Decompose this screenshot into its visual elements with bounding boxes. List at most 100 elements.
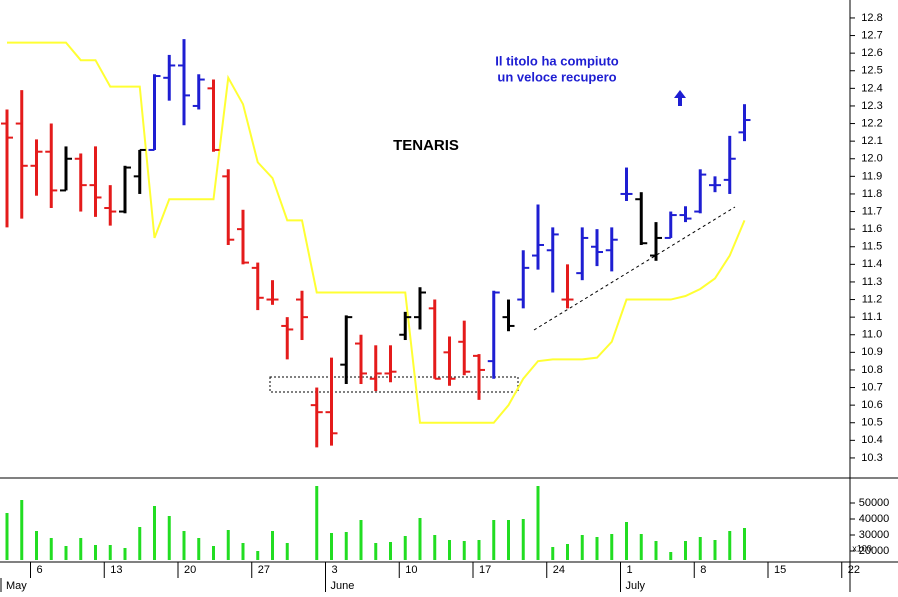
- y-tick-label: 11.1: [862, 311, 883, 323]
- volume-bar: [20, 500, 24, 560]
- volume-bar: [344, 532, 348, 560]
- volume-bar: [389, 542, 392, 560]
- support-box: [269, 376, 519, 393]
- y-tick-label: 10.6: [861, 399, 882, 411]
- volume-bar: [374, 543, 378, 560]
- y-tick-label: 11.7: [862, 205, 883, 217]
- x-tick-label: 1: [627, 564, 633, 576]
- volume-bar: [580, 535, 584, 560]
- x-tick-label: 24: [553, 564, 565, 576]
- y-tick-label: 10.5: [861, 417, 882, 429]
- y-tick-label: 12.3: [861, 100, 882, 112]
- month-label: May: [6, 580, 27, 592]
- y-tick-label: 12.0: [861, 153, 882, 165]
- volume-bar: [669, 552, 673, 560]
- volume-bar: [108, 545, 112, 560]
- volume-bar: [49, 538, 53, 560]
- volume-bar: [433, 535, 437, 560]
- y-tick-label: 12.4: [861, 82, 882, 94]
- x-tick-label: 3: [332, 564, 338, 576]
- y-tick-label: 11.3: [862, 276, 883, 288]
- volume-bar: [285, 543, 289, 560]
- y-tick-label: 11.9: [862, 170, 883, 182]
- annotation: un veloce recupero: [497, 69, 616, 84]
- volume-bar: [743, 528, 746, 560]
- indicator-line: [7, 41, 746, 424]
- volume-bar: [79, 538, 83, 560]
- y-tick-label: 12.5: [861, 65, 882, 77]
- volume-bar: [64, 546, 68, 560]
- annotation: Il titolo ha compiuto: [495, 53, 619, 68]
- volume-bar: [610, 534, 614, 560]
- x-tick-label: 13: [110, 564, 122, 576]
- y-tick-label: 10.3: [861, 452, 882, 464]
- volume-bar: [595, 537, 599, 560]
- up-arrow: [674, 90, 686, 106]
- volume-bar: [521, 519, 525, 560]
- y-tick-label: 10.9: [861, 346, 882, 358]
- x-tick-label: 6: [37, 564, 43, 576]
- y-tick-label: 50000: [859, 497, 890, 509]
- chart-title: TENARIS: [393, 137, 459, 154]
- volume-bar: [639, 534, 643, 560]
- volume-bar: [123, 548, 127, 560]
- volume-bar: [462, 541, 466, 560]
- y-tick-label: 11.2: [862, 293, 883, 305]
- y-tick-label: 12.8: [861, 12, 882, 24]
- volume-bar: [477, 540, 481, 560]
- x-tick-label: 17: [479, 564, 491, 576]
- y-tick-label: 12.2: [861, 117, 882, 129]
- volume-bar: [5, 513, 9, 560]
- volume-bar: [654, 541, 658, 560]
- y-tick-label: 11.8: [862, 188, 883, 200]
- volume-bar: [448, 540, 451, 560]
- volume-bar: [566, 544, 569, 560]
- month-label: July: [626, 580, 646, 592]
- y-tick-label: 30000: [859, 529, 890, 541]
- volume-bar: [403, 536, 407, 560]
- x-tick-label: 20: [184, 564, 196, 576]
- volume-bar: [418, 518, 422, 560]
- volume-bar: [330, 533, 333, 560]
- volume-bar: [492, 520, 496, 560]
- volume-bar: [226, 530, 230, 560]
- volume-bar: [35, 531, 38, 560]
- x-tick-label: 10: [405, 564, 417, 576]
- volume-bar: [241, 543, 245, 560]
- volume-bar: [212, 546, 215, 560]
- y-tick-label: 11.6: [862, 223, 883, 235]
- month-label: June: [331, 580, 355, 592]
- volume-bar: [315, 486, 319, 560]
- y-tick-label: 12.6: [861, 47, 882, 59]
- volume-bar: [536, 486, 540, 560]
- y-tick-label: 40000: [859, 513, 890, 525]
- y-tick-label: 10.8: [861, 364, 882, 376]
- x-tick-label: 8: [700, 564, 706, 576]
- x-tick-label: 27: [258, 564, 270, 576]
- volume-bar: [256, 551, 260, 560]
- volume-bar: [359, 520, 363, 560]
- volume-bar: [138, 527, 142, 560]
- volume-bar: [182, 531, 186, 560]
- x-tick-label: 15: [774, 564, 786, 576]
- volume-bar: [271, 531, 274, 560]
- y-tick-label: 20000: [859, 545, 890, 557]
- y-tick-label: 11.5: [862, 241, 883, 253]
- y-tick-label: 10.7: [861, 381, 882, 393]
- volume-bar: [551, 547, 555, 560]
- unit-label: x100: [852, 543, 872, 553]
- volume-bar: [728, 531, 732, 560]
- y-tick-label: 12.1: [861, 135, 882, 147]
- y-tick-label: 10.4: [861, 434, 882, 446]
- volume-bar: [94, 545, 97, 560]
- x-tick-label: 22: [848, 564, 860, 576]
- volume-bar: [625, 522, 628, 560]
- y-tick-label: 11.0: [862, 329, 883, 341]
- y-tick-label: 12.7: [861, 29, 882, 41]
- volume-bar: [153, 506, 156, 560]
- y-tick-label: 11.4: [862, 258, 883, 270]
- volume-bar: [167, 516, 171, 560]
